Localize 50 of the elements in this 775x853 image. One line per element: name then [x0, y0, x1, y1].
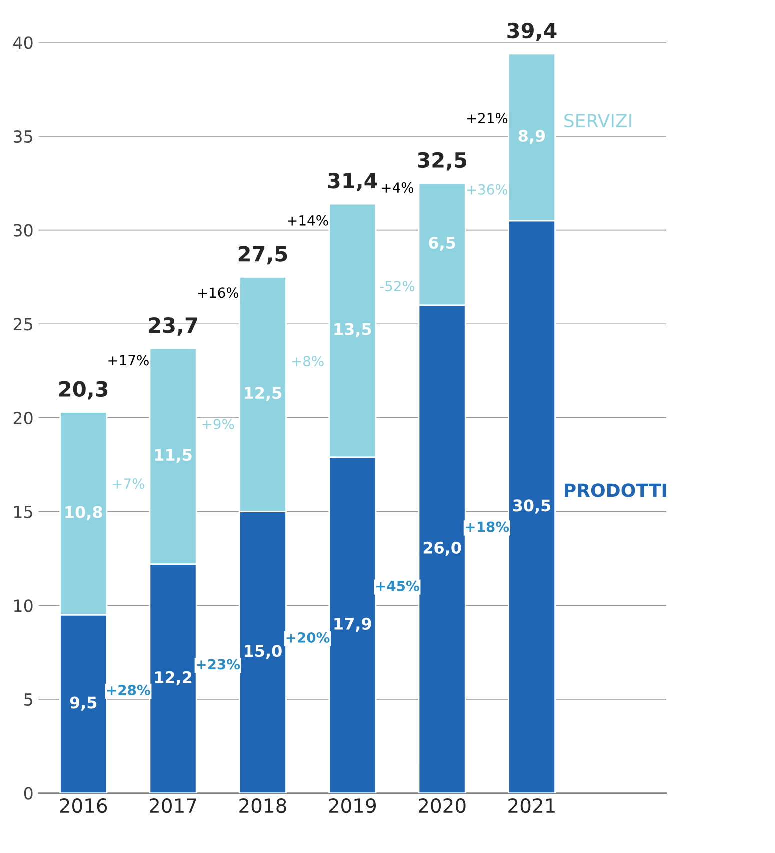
data-label: 15,0: [245, 645, 282, 660]
annotation: -52%: [380, 281, 415, 292]
data-label: 6,5: [429, 236, 456, 252]
total-label: 32,5: [418, 152, 467, 171]
annotation: +45%: [376, 580, 420, 592]
annotation: +8%: [292, 356, 324, 367]
x-tick-label: 2016: [60, 798, 108, 814]
annotation: +23%: [197, 659, 240, 670]
y-tick-label: 0: [24, 787, 33, 800]
y-tick-label: 15: [14, 506, 32, 518]
data-label: 26,0: [424, 542, 462, 556]
data-label: 11,5: [155, 449, 192, 464]
y-tick-label: 5: [24, 694, 32, 706]
data-label: 30,5: [513, 500, 551, 514]
annotation: +21%: [467, 113, 508, 124]
x-tick-label: 2017: [150, 798, 196, 814]
total-label: 39,4: [508, 22, 557, 42]
x-tick-label: 2021: [508, 798, 555, 814]
total-label: 23,7: [149, 317, 198, 336]
annotation: +17%: [108, 355, 149, 366]
total-label: 20,3: [60, 381, 108, 400]
annotation: +36%: [467, 184, 508, 195]
y-tick-label: 35: [14, 130, 32, 144]
annotation: +20%: [286, 632, 330, 643]
y-tick-label: 10: [14, 600, 33, 612]
annotation: +14%: [288, 215, 328, 226]
x-tick-label: 2019: [329, 798, 376, 814]
annotation: +9%: [202, 419, 234, 430]
y-tick-label: 20: [14, 412, 33, 425]
annotation: +7%: [113, 478, 144, 490]
data-label: 12,5: [245, 387, 282, 402]
data-label: 10,8: [66, 506, 102, 520]
annotation: +4%: [382, 182, 414, 194]
data-label: 9,5: [70, 696, 97, 711]
y-tick-label: 25: [14, 318, 32, 331]
data-label: 13,5: [334, 323, 372, 338]
data-label: 17,9: [334, 618, 372, 632]
data-label: 8,9: [518, 130, 546, 144]
x-tick-label: 2018: [240, 798, 286, 814]
annotation: +16%: [198, 288, 239, 298]
data-label: 12,2: [155, 671, 192, 686]
annotation: +18%: [466, 522, 510, 532]
y-tick-label: 40: [13, 36, 33, 50]
series-label: SERVIZI: [564, 114, 632, 128]
series-label: PRODOTTI: [565, 484, 666, 498]
total-label: 27,5: [238, 246, 288, 265]
annotation: +28%: [107, 685, 150, 696]
x-tick-label: 2020: [418, 798, 466, 814]
y-tick-label: 30: [14, 224, 33, 237]
total-label: 31,4: [328, 172, 378, 192]
